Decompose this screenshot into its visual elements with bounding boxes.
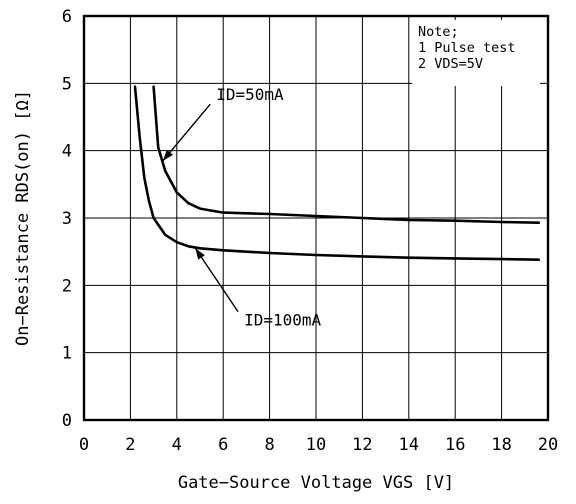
x-tick-label: 4: [172, 435, 182, 455]
x-tick-label: 14: [399, 435, 419, 455]
x-tick-label: 16: [445, 435, 465, 455]
note-line: 2 VDS=5V: [418, 56, 483, 72]
annotation-label: ID=50mA: [216, 85, 284, 104]
annotation-arrowhead: [162, 149, 174, 161]
annotation-leader: [194, 247, 239, 313]
note-line: 1 Pulse test: [418, 40, 516, 56]
y-tick-label: 5: [62, 74, 72, 94]
annotations-layer: ID=50mA ID=100mA: [162, 85, 322, 330]
x-tick-label: 2: [125, 435, 135, 455]
x-tick-label: 18: [491, 435, 511, 455]
y-tick-label: 2: [62, 276, 72, 296]
annotation-label: ID=100mA: [244, 311, 321, 330]
x-tick-label: 10: [306, 435, 326, 455]
y-tick-label: 1: [62, 344, 72, 364]
y-tick-label: 6: [62, 7, 72, 27]
x-axis-label: Gate−Source Voltage VGS [V]: [178, 473, 454, 493]
annotation-arrowhead: [195, 248, 205, 260]
x-tick-label: 0: [79, 435, 89, 455]
x-tick-label: 6: [218, 435, 228, 455]
x-tick-label: 20: [538, 435, 558, 455]
note-background: [412, 20, 540, 86]
x-tick-label: 8: [264, 435, 274, 455]
annotation-leader: [162, 103, 211, 162]
note-line: Note;: [418, 24, 459, 40]
y-tick-label: 3: [62, 209, 72, 229]
series-line-1: [152, 85, 540, 224]
series-layer: [133, 85, 540, 261]
y-tick-label: 4: [62, 142, 72, 162]
y-tick-label: 0: [62, 411, 72, 431]
x-tick-label: 12: [352, 435, 372, 455]
y-axis-label: On−Resistance RDS(on) [Ω]: [13, 90, 33, 346]
series-line-2: [133, 85, 540, 261]
plot-frame: [82, 14, 550, 422]
